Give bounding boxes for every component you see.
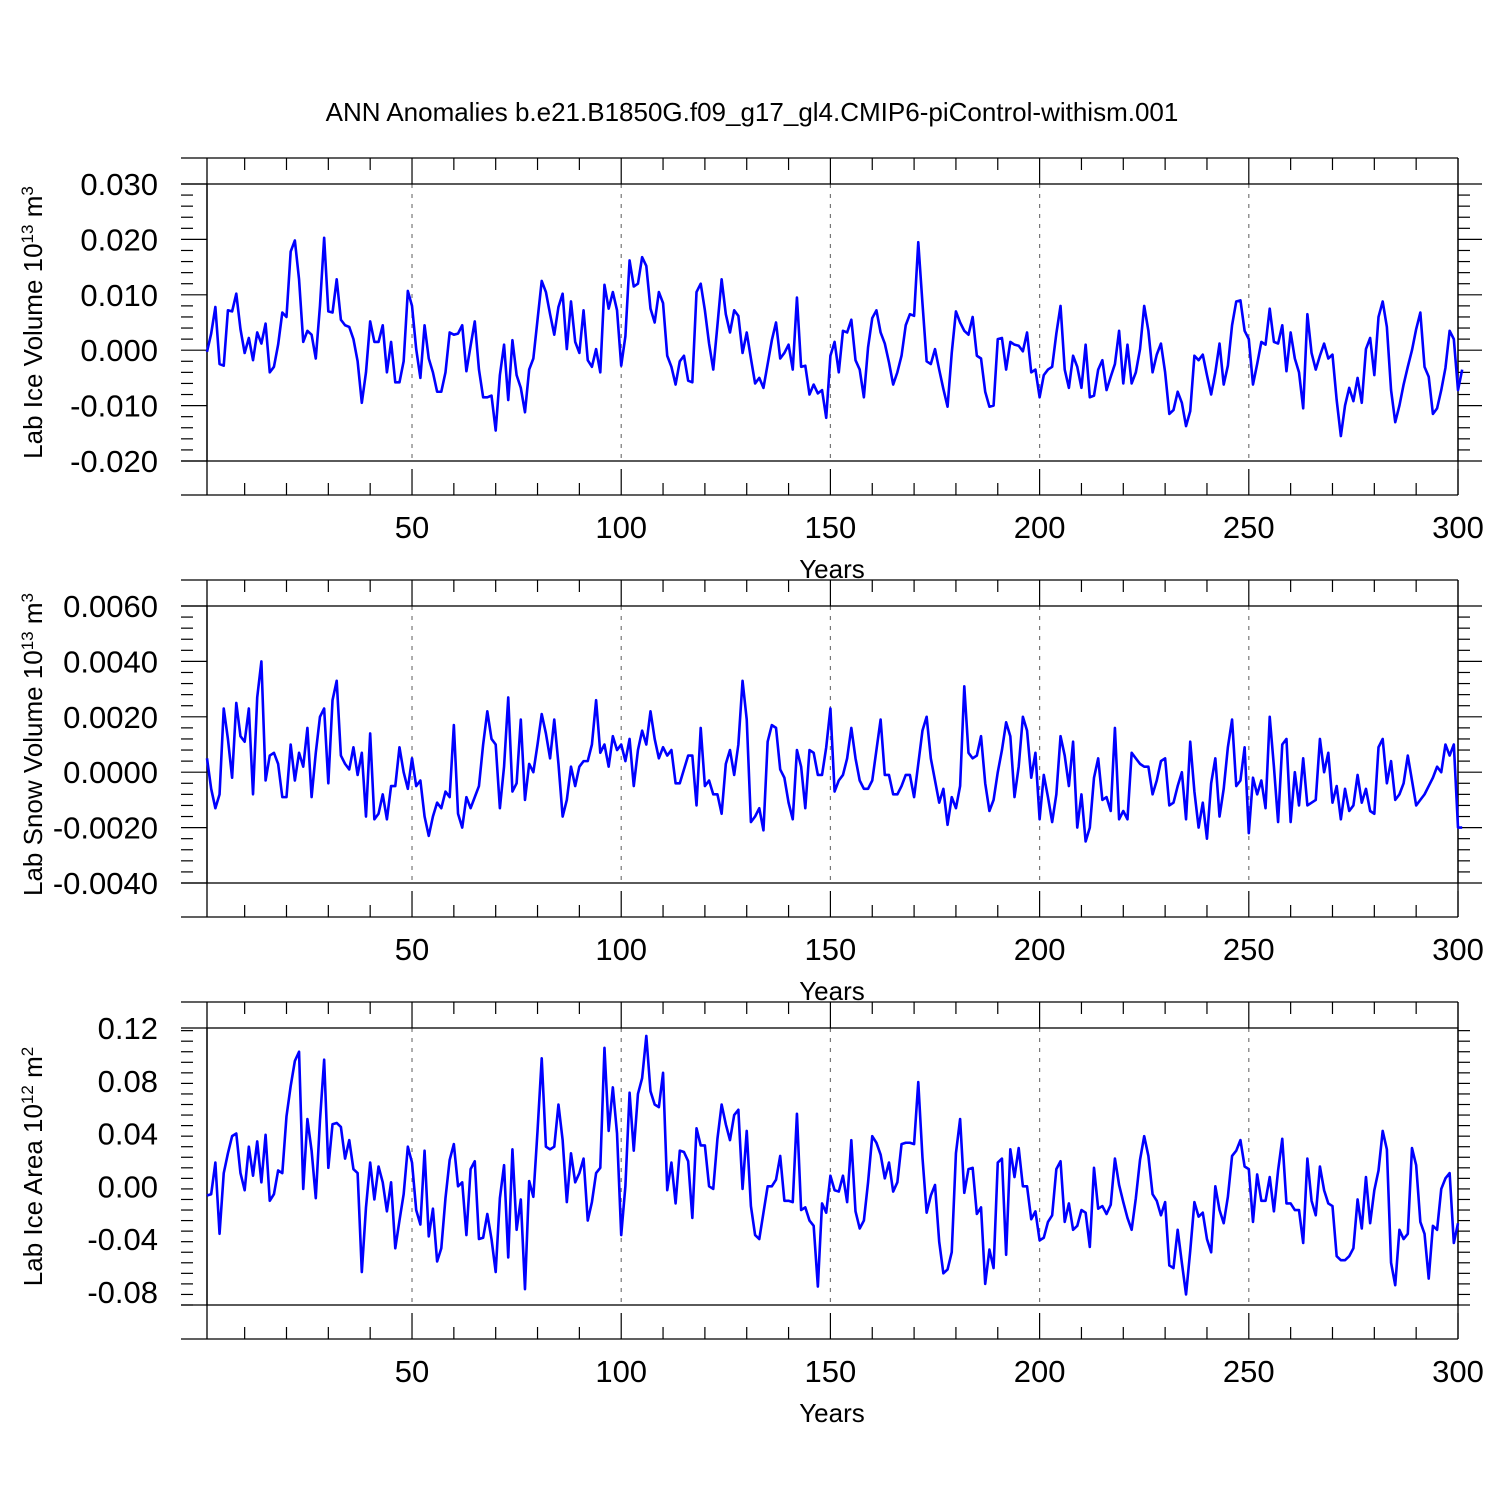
x-tick-label: 300 xyxy=(1432,1354,1484,1389)
x-tick-label: 150 xyxy=(805,1354,857,1389)
x-axis-label: Years xyxy=(799,976,865,1006)
y-tick-label: 0.0000 xyxy=(63,755,158,790)
x-tick-label: 300 xyxy=(1432,932,1484,967)
figure-title: ANN Anomalies b.e21.B1850G.f09_g17_gl4.C… xyxy=(326,97,1179,127)
chart-panel-1: -0.020 -0.010 0.000 0.010 0.020 0.030 50 100 150… xyxy=(18,157,1484,584)
y-tick-label: 0.00 xyxy=(98,1169,158,1204)
y-tick-label: 0.0040 xyxy=(63,644,158,679)
chart-panel-2: -0.0040 -0.0020 0.0000 0.0020 0.0040 0.0060 50… xyxy=(18,579,1484,1006)
y-tick-label: -0.08 xyxy=(87,1275,158,1310)
y-axis-label: Lab Ice Volume 1013 m3 xyxy=(18,186,49,459)
x-tick-label: 200 xyxy=(1014,932,1066,967)
y-tick-label: -0.0020 xyxy=(53,811,158,846)
y-tick-label: 0.08 xyxy=(98,1064,158,1099)
x-tick-label: 100 xyxy=(595,932,647,967)
x-tick-label: 250 xyxy=(1223,932,1275,967)
x-tick-label: 50 xyxy=(395,932,429,967)
chart-panel-3: -0.08 -0.04 0.00 0.04 0.08 0.12 50 100 150 200 250… xyxy=(18,1001,1484,1428)
series-line-1 xyxy=(205,236,1464,438)
x-tick-label: 150 xyxy=(805,932,857,967)
y-axis-label: Lab Ice Area 1012 m2 xyxy=(18,1047,49,1286)
y-tick-label: 0.020 xyxy=(80,222,158,257)
y-tick-label: 0.010 xyxy=(80,278,158,313)
x-tick-label: 150 xyxy=(805,510,857,545)
x-tick-label: 300 xyxy=(1432,510,1484,545)
x-tick-label: 50 xyxy=(395,1354,429,1389)
y-tick-label: -0.04 xyxy=(87,1222,158,1257)
x-axis-label: Years xyxy=(799,554,865,584)
series-line-1 xyxy=(205,660,1463,843)
panels: -0.020 -0.010 0.000 0.010 0.020 0.030 50 100 150… xyxy=(18,157,1484,1428)
x-axis-label: Years xyxy=(799,1398,865,1428)
y-tick-label: 0.0060 xyxy=(63,589,158,624)
x-tick-label: 100 xyxy=(595,1354,647,1389)
y-tick-label: -0.0040 xyxy=(53,866,158,901)
x-tick-label: 250 xyxy=(1223,510,1275,545)
y-tick-label: -0.020 xyxy=(70,444,158,479)
x-tick-label: 200 xyxy=(1014,1354,1066,1389)
plot-frame xyxy=(206,1027,1459,1306)
y-tick-label: -0.010 xyxy=(70,389,158,424)
x-tick-label: 50 xyxy=(395,510,429,545)
y-tick-label: 0.04 xyxy=(98,1117,158,1152)
x-tick-label: 100 xyxy=(595,510,647,545)
x-tick-label: 200 xyxy=(1014,510,1066,545)
series-line-1 xyxy=(206,1034,1460,1296)
y-tick-label: 0.030 xyxy=(80,167,158,202)
y-tick-label: 0.12 xyxy=(98,1011,158,1046)
y-tick-label: 0.000 xyxy=(80,333,158,368)
y-tick-label: 0.0020 xyxy=(63,700,158,735)
y-axis-label: Lab Snow Volume 1013 m3 xyxy=(18,593,49,896)
x-tick-label: 250 xyxy=(1223,1354,1275,1389)
